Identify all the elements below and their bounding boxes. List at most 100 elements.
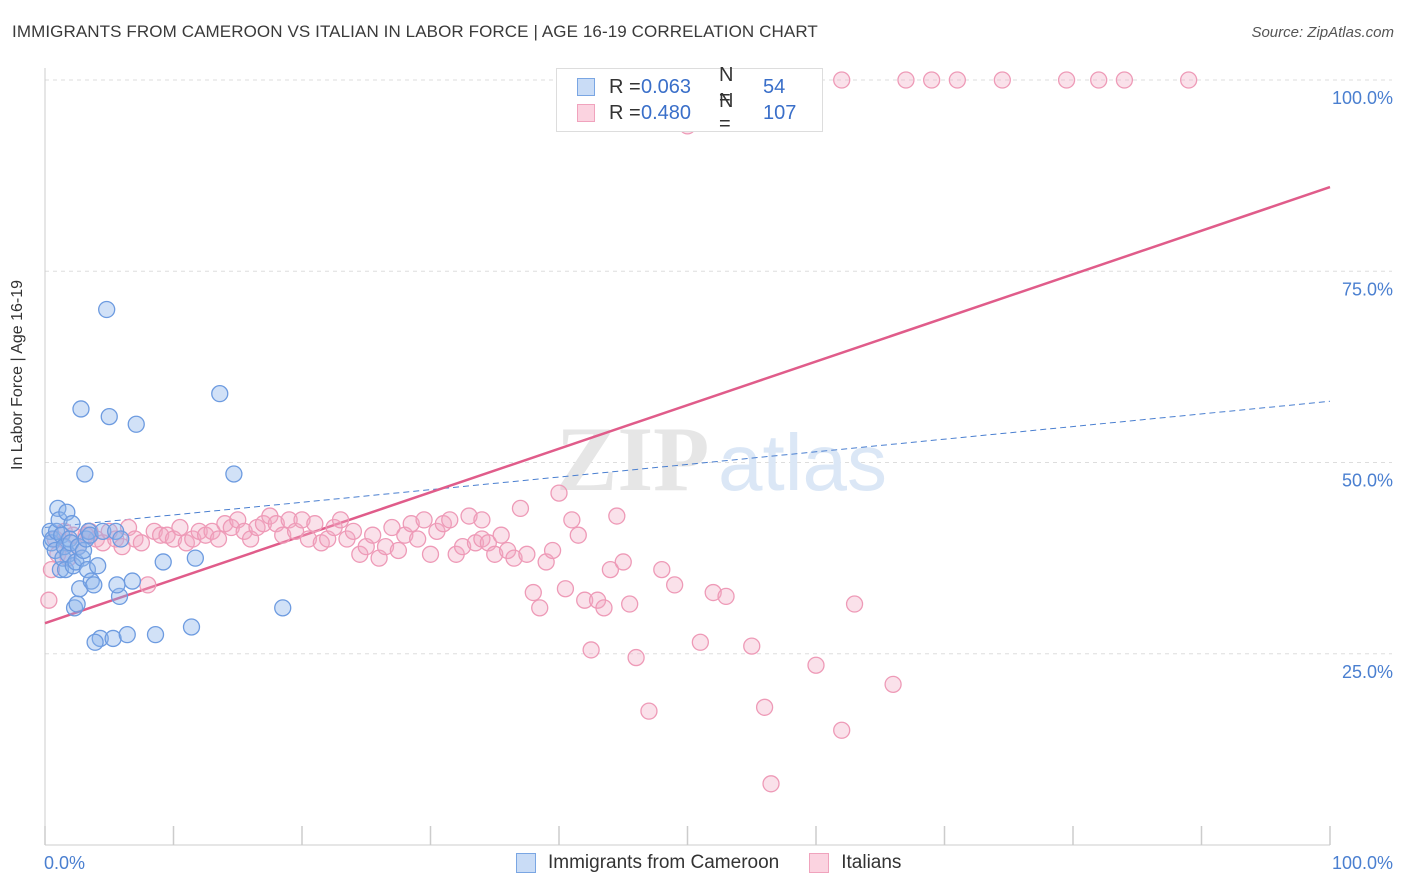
trend-lines bbox=[44, 185, 1331, 625]
point-italian bbox=[505, 549, 523, 567]
point-italian bbox=[621, 595, 639, 613]
point-italian bbox=[595, 599, 613, 617]
point-italian bbox=[171, 518, 189, 537]
point-italian bbox=[923, 71, 941, 89]
point-italian bbox=[132, 534, 151, 552]
point-italian bbox=[569, 526, 587, 544]
point-italian bbox=[576, 591, 594, 609]
point-cameroon bbox=[225, 465, 243, 483]
point-italian bbox=[383, 518, 401, 537]
n-label: N = bbox=[719, 64, 734, 109]
point-italian bbox=[492, 526, 510, 544]
data-points bbox=[40, 71, 1198, 793]
y-tick-label: 50.0% bbox=[1342, 471, 1393, 491]
legend-swatch-blue bbox=[516, 853, 536, 873]
point-cameroon bbox=[76, 465, 94, 483]
point-italian bbox=[543, 541, 562, 560]
point-cameroon bbox=[127, 415, 145, 433]
point-italian bbox=[556, 580, 575, 598]
y-tick-label: 75.0% bbox=[1342, 279, 1393, 299]
point-italian bbox=[511, 499, 530, 518]
point-cameroon bbox=[108, 576, 126, 594]
point-italian bbox=[1090, 71, 1108, 89]
point-italian bbox=[331, 511, 350, 529]
point-italian bbox=[1180, 71, 1198, 89]
point-italian bbox=[299, 530, 318, 548]
point-italian bbox=[601, 560, 620, 579]
point-cameroon bbox=[63, 515, 81, 533]
point-cameroon bbox=[154, 553, 172, 571]
point-italian bbox=[364, 526, 382, 544]
source-credit: Source: ZipAtlas.com bbox=[1251, 24, 1394, 41]
point-italian bbox=[40, 591, 58, 609]
point-italian bbox=[704, 583, 722, 602]
point-italian bbox=[833, 721, 851, 739]
point-italian bbox=[1115, 71, 1134, 89]
point-italian bbox=[139, 576, 157, 594]
point-italian bbox=[524, 583, 542, 602]
point-italian bbox=[274, 526, 292, 544]
point-cameroon bbox=[118, 625, 136, 644]
y-tick-label: 25.0% bbox=[1342, 662, 1393, 682]
point-italian bbox=[948, 71, 966, 89]
point-italian bbox=[897, 71, 915, 89]
point-italian bbox=[762, 775, 780, 793]
legend-swatch-pink bbox=[577, 104, 595, 122]
n-value: 54 bbox=[763, 75, 786, 98]
point-cameroon bbox=[104, 629, 122, 648]
r-value: 0.063 bbox=[641, 75, 692, 98]
gridlines bbox=[45, 79, 1392, 655]
point-italian bbox=[845, 595, 864, 613]
point-italian bbox=[691, 633, 709, 651]
point-italian bbox=[666, 576, 684, 594]
chart-title: IMMIGRANTS FROM CAMEROON VS ITALIAN IN L… bbox=[12, 22, 818, 41]
legend-label: Italians bbox=[841, 852, 902, 873]
point-cameroon bbox=[85, 576, 103, 594]
point-italian bbox=[640, 702, 658, 720]
axes bbox=[44, 68, 1331, 846]
point-italian bbox=[306, 515, 324, 533]
point-cameroon bbox=[123, 572, 142, 590]
point-cameroon bbox=[98, 300, 116, 319]
legend-item-italians[interactable]: Italians bbox=[809, 852, 901, 874]
point-cameroon bbox=[146, 625, 165, 644]
point-italian bbox=[563, 511, 581, 529]
point-cameroon bbox=[112, 530, 130, 548]
tick-labels: 25.0% 50.0% 75.0% 100.0% 0.0% 100.0% bbox=[44, 88, 1393, 873]
legend-row-cameroon: R = 0.063 N = 54 bbox=[577, 64, 786, 109]
point-italian bbox=[486, 545, 504, 563]
point-cameroon bbox=[186, 549, 204, 567]
point-italian bbox=[993, 71, 1011, 89]
legend-swatch-pink bbox=[809, 853, 830, 873]
x-tick-label: 0.0% bbox=[44, 853, 85, 873]
point-italian bbox=[453, 538, 472, 556]
point-cameroon bbox=[274, 599, 292, 617]
point-italian bbox=[344, 522, 363, 540]
legend-item-cameroon[interactable]: Immigrants from Cameroon bbox=[516, 852, 779, 874]
point-cameroon bbox=[94, 522, 112, 540]
point-italian bbox=[531, 599, 549, 617]
point-italian bbox=[415, 511, 433, 529]
point-italian bbox=[42, 560, 61, 579]
point-cameroon bbox=[89, 557, 107, 575]
point-italian bbox=[743, 637, 761, 655]
x-tick-label: 100.0% bbox=[1332, 853, 1393, 873]
point-italian bbox=[209, 530, 228, 548]
point-italian bbox=[614, 553, 632, 571]
n-value: 107 bbox=[763, 101, 797, 124]
point-italian bbox=[582, 641, 600, 659]
correlation-legend: R = 0.063 N = 54 R = 0.480 N = 107 bbox=[556, 64, 823, 135]
n-label: N = bbox=[719, 90, 734, 135]
trend-line-cameroon bbox=[44, 400, 1331, 529]
point-cameroon bbox=[81, 526, 99, 544]
point-italian bbox=[833, 71, 851, 89]
point-cameroon bbox=[72, 400, 90, 418]
point-italian bbox=[441, 511, 459, 529]
watermark: ZIP atlas bbox=[556, 408, 887, 510]
point-italian bbox=[627, 648, 645, 667]
legend-label: Immigrants from Cameroon bbox=[548, 852, 780, 873]
point-italian bbox=[389, 541, 408, 560]
trend-line-italians bbox=[44, 185, 1331, 625]
point-italian bbox=[608, 507, 626, 525]
